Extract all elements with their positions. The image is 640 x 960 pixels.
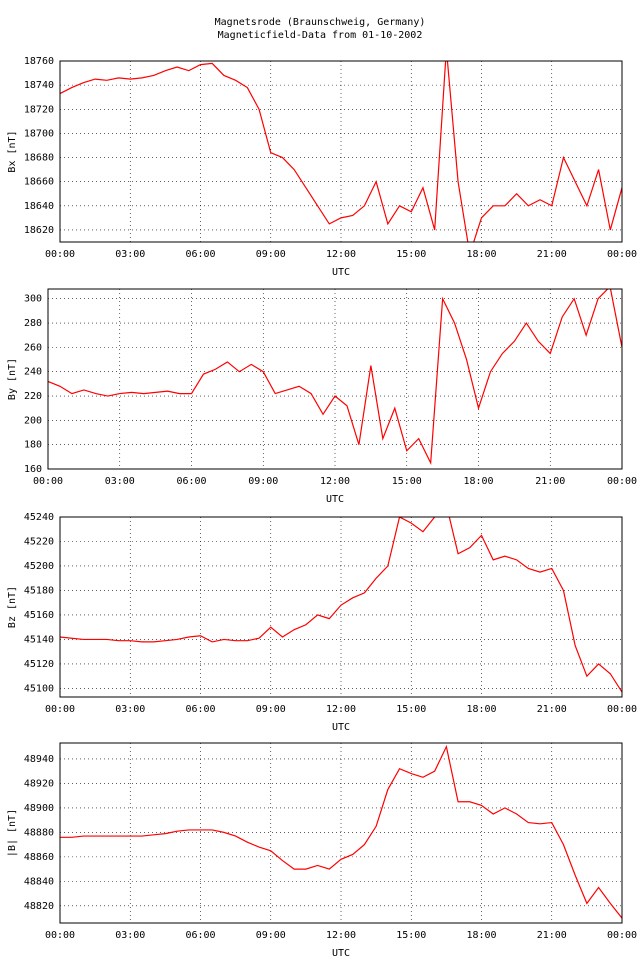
x-tick-label: 15:00 (396, 704, 426, 715)
chart-title: Magnetsrode (Braunschweig, Germany) (215, 17, 426, 28)
y-tick-label: 18700 (24, 128, 54, 139)
x-tick-label: 00:00 (607, 476, 637, 487)
data-line (60, 517, 622, 693)
plot-frame (47, 288, 623, 470)
y-tick-label: 280 (24, 318, 42, 329)
x-tick-label: 21:00 (535, 476, 565, 487)
x-tick-label: 09:00 (256, 704, 286, 715)
y-tick-label: 300 (24, 294, 42, 305)
y-tick-label: 18680 (24, 153, 54, 164)
y-tick-label: 18760 (24, 56, 54, 67)
y-tick-label: 18740 (24, 80, 54, 91)
data-line (48, 289, 622, 466)
x-tick-label: 06:00 (185, 249, 215, 260)
y-tick-label: 48900 (24, 803, 54, 814)
x-tick-label: 15:00 (396, 930, 426, 941)
y-tick-label: 48840 (24, 876, 54, 887)
y-tick-label: 48880 (24, 827, 54, 838)
x-axis-label: UTC (332, 267, 350, 278)
x-tick-label: 03:00 (115, 704, 145, 715)
y-tick-label: 48920 (24, 778, 54, 789)
y-tick-label: 18620 (24, 225, 54, 236)
x-tick-label: 21:00 (537, 249, 567, 260)
x-tick-label: 00:00 (33, 476, 63, 487)
y-tick-label: 260 (24, 342, 42, 353)
x-tick-label: 06:00 (185, 704, 215, 715)
y-axis-label: By [nT] (7, 358, 18, 400)
x-tick-label: 12:00 (326, 249, 356, 260)
x-tick-label: 18:00 (466, 930, 496, 941)
plot-frame (59, 742, 623, 924)
y-tick-label: 160 (24, 464, 42, 475)
y-tick-label: 200 (24, 415, 42, 426)
y-tick-label: 48860 (24, 852, 54, 863)
y-tick-label: 45160 (24, 610, 54, 621)
chart-subtitle: Magneticfield-Data from 01-10-2002 (218, 30, 423, 41)
x-tick-label: 18:00 (463, 476, 493, 487)
x-tick-label: 03:00 (115, 249, 145, 260)
y-tick-label: 45140 (24, 634, 54, 645)
x-tick-label: 03:00 (105, 476, 135, 487)
y-tick-label: 18640 (24, 201, 54, 212)
y-axis-label: Bx [nT] (7, 130, 18, 172)
x-tick-label: 00:00 (607, 704, 637, 715)
y-tick-label: 240 (24, 367, 42, 378)
x-tick-label: 09:00 (256, 930, 286, 941)
x-axis-label: UTC (326, 494, 344, 505)
x-axis-label: UTC (332, 948, 350, 959)
x-tick-label: 00:00 (607, 930, 637, 941)
y-tick-label: 45220 (24, 536, 54, 547)
y-tick-label: 48820 (24, 901, 54, 912)
y-tick-label: 220 (24, 391, 42, 402)
y-axis-label: |B| [nT] (7, 809, 18, 857)
x-tick-label: 06:00 (176, 476, 206, 487)
x-tick-label: 15:00 (392, 476, 422, 487)
y-tick-label: 48940 (24, 754, 54, 765)
y-tick-label: 45180 (24, 585, 54, 596)
x-tick-label: 15:00 (396, 249, 426, 260)
x-tick-label: 00:00 (45, 930, 75, 941)
data-line (60, 744, 622, 919)
x-tick-label: 09:00 (248, 476, 278, 487)
x-tick-label: 12:00 (326, 930, 356, 941)
y-axis-label: Bz [nT] (7, 586, 18, 628)
y-tick-label: 45120 (24, 659, 54, 670)
x-tick-label: 21:00 (537, 930, 567, 941)
y-tick-label: 18720 (24, 104, 54, 115)
y-tick-label: 45240 (24, 512, 54, 523)
x-tick-label: 18:00 (466, 704, 496, 715)
x-tick-label: 12:00 (326, 704, 356, 715)
x-tick-label: 03:00 (115, 930, 145, 941)
y-tick-label: 18660 (24, 177, 54, 188)
plot-frame (59, 60, 623, 243)
x-tick-label: 00:00 (607, 249, 637, 260)
x-axis-label: UTC (332, 722, 350, 733)
x-tick-label: 12:00 (320, 476, 350, 487)
data-line (60, 61, 622, 242)
x-tick-label: 21:00 (537, 704, 567, 715)
x-tick-label: 00:00 (45, 704, 75, 715)
y-tick-label: 180 (24, 440, 42, 451)
plot-frame (59, 516, 623, 698)
x-tick-label: 06:00 (185, 930, 215, 941)
y-tick-label: 45200 (24, 561, 54, 572)
x-tick-label: 09:00 (256, 249, 286, 260)
x-tick-label: 00:00 (45, 249, 75, 260)
x-tick-label: 18:00 (466, 249, 496, 260)
y-tick-label: 45100 (24, 683, 54, 694)
